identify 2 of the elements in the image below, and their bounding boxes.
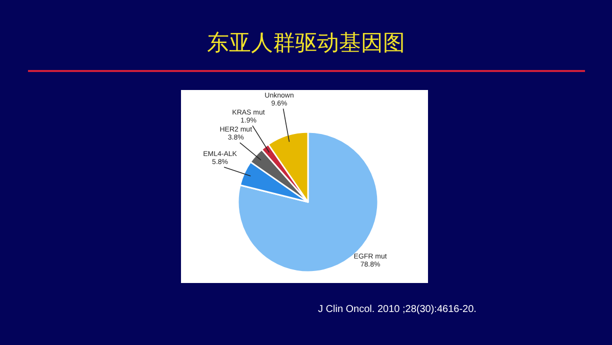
chart-title: 东亚人群驱动基因图 [207, 31, 405, 56]
text: J Clin Oncol. 2010 ;28(30):4616-20. [318, 304, 476, 315]
